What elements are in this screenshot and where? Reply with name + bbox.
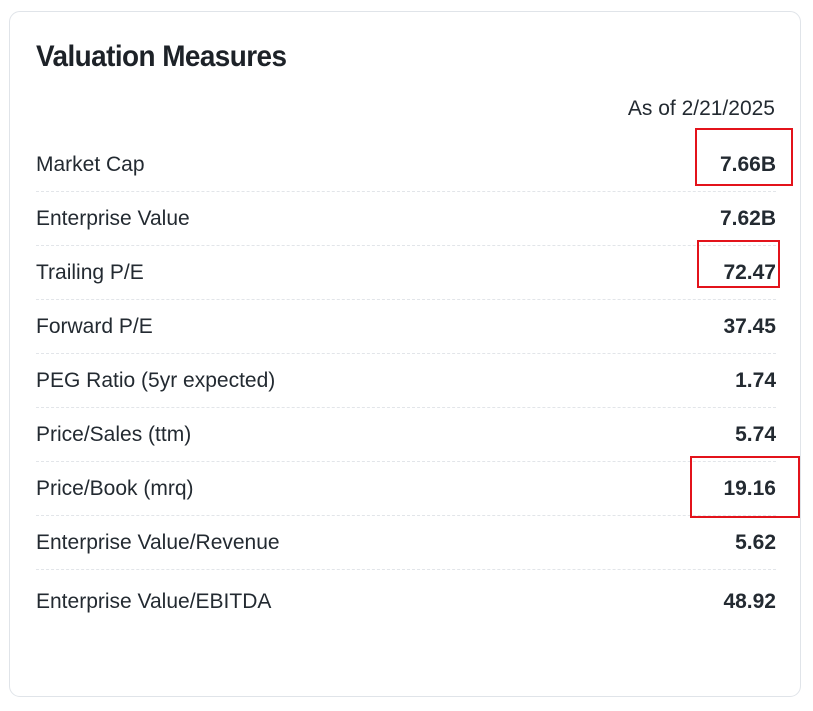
row-label: Enterprise Value/Revenue — [36, 531, 280, 554]
table-row-price-book: Price/Book (mrq) 19.16 — [36, 462, 776, 516]
row-label: Forward P/E — [36, 315, 153, 338]
section-title: Valuation Measures — [36, 40, 287, 73]
valuation-table: Market Cap 7.66B Enterprise Value 7.62B … — [36, 138, 776, 634]
valuation-measures-card: Valuation Measures As of 2/21/2025 Marke… — [9, 11, 801, 697]
row-value: 19.16 — [723, 477, 776, 500]
row-label: Enterprise Value — [36, 207, 190, 230]
table-row-trailing-pe: Trailing P/E 72.47 — [36, 246, 776, 300]
row-value: 5.62 — [735, 531, 776, 554]
row-label: PEG Ratio (5yr expected) — [36, 369, 276, 392]
row-value: 7.66B — [719, 153, 776, 176]
row-label: Enterprise Value/EBITDA — [36, 590, 272, 613]
row-label: Market Cap — [36, 153, 145, 176]
table-row-ev-revenue: Enterprise Value/Revenue 5.62 — [36, 516, 776, 570]
row-value: 72.47 — [723, 261, 776, 284]
row-value: 1.74 — [735, 369, 776, 392]
row-value: 7.62B — [719, 207, 776, 230]
table-row-forward-pe: Forward P/E 37.45 — [36, 300, 776, 354]
table-row-peg-ratio: PEG Ratio (5yr expected) 1.74 — [36, 354, 776, 408]
table-row-enterprise-value: Enterprise Value 7.62B — [36, 192, 776, 246]
table-row-ev-ebitda: Enterprise Value/EBITDA 48.92 — [36, 570, 776, 634]
row-value: 37.45 — [723, 315, 776, 338]
row-label: Price/Book (mrq) — [36, 477, 194, 500]
as-of-date: As of 2/21/2025 — [627, 97, 775, 120]
table-row-price-sales: Price/Sales (ttm) 5.74 — [36, 408, 776, 462]
row-value: 48.92 — [723, 590, 776, 613]
row-value: 5.74 — [735, 423, 776, 446]
row-label: Trailing P/E — [36, 261, 144, 284]
row-label: Price/Sales (ttm) — [36, 423, 192, 446]
table-row-market-cap: Market Cap 7.66B — [36, 138, 776, 192]
